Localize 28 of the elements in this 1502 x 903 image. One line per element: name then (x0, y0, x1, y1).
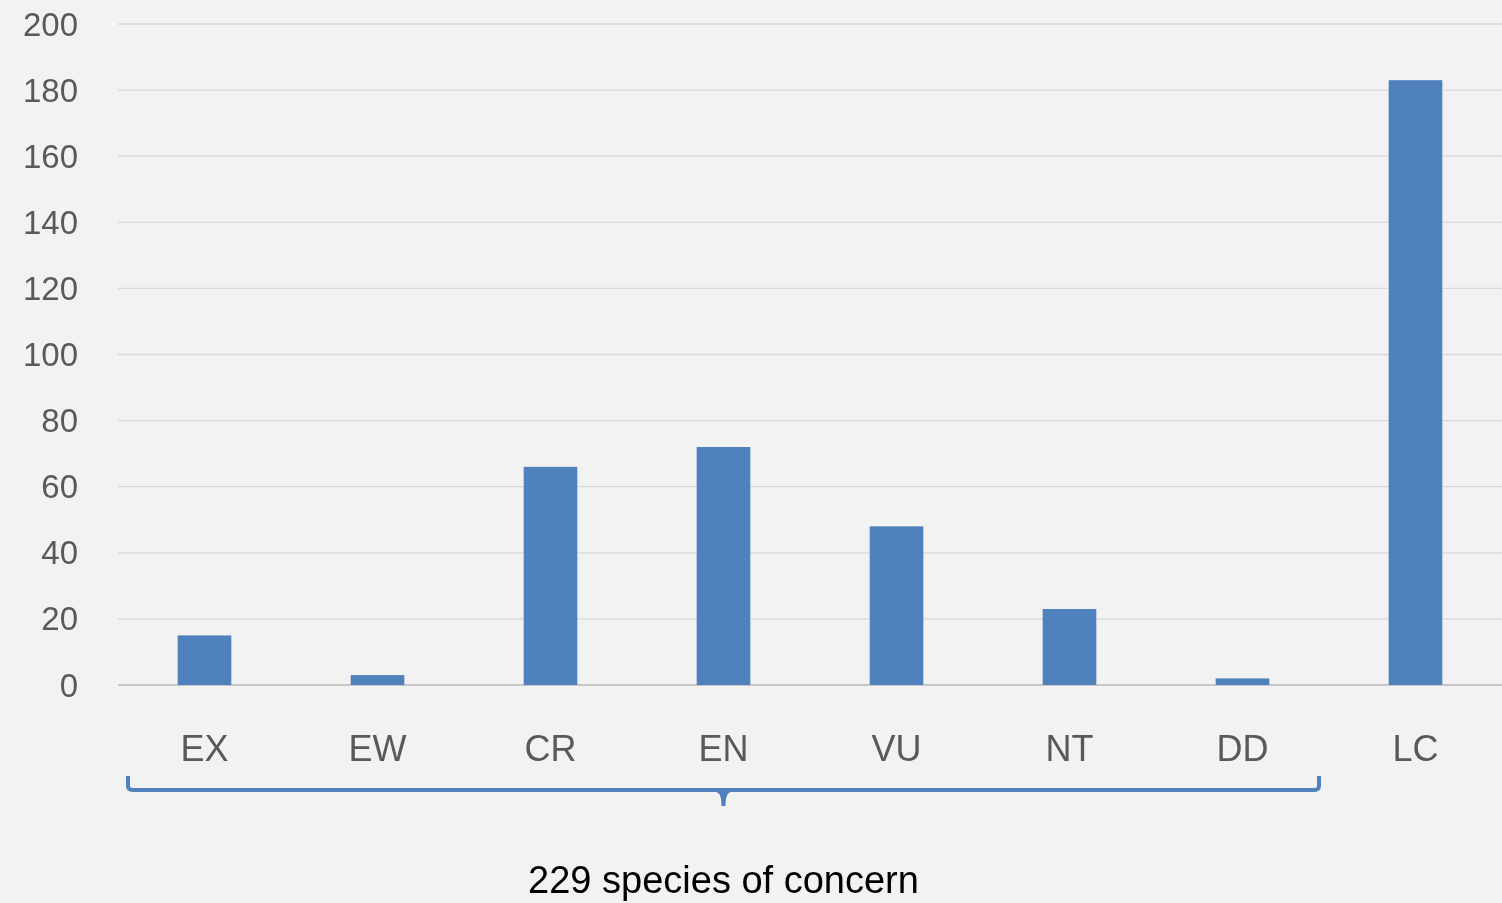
y-tick-label: 180 (22, 71, 78, 109)
y-tick-label: 60 (41, 468, 78, 506)
text: 229 species of concern (528, 859, 919, 902)
x-tick-label: NT (1045, 727, 1094, 769)
y-tick-label: 160 (22, 137, 78, 175)
y-tick-label: 40 (41, 534, 78, 572)
bar (177, 635, 232, 685)
x-tick-label: VU (871, 727, 922, 769)
y-tick-label: 100 (22, 336, 78, 374)
bar (1388, 80, 1443, 685)
x-tick-label: CR (524, 727, 577, 769)
y-tick-label: 140 (22, 203, 78, 241)
bar (696, 447, 751, 685)
y-tick-label: 20 (41, 600, 78, 638)
x-tick-label: DD (1216, 727, 1269, 769)
y-tick-label: 0 (59, 666, 78, 704)
bar (869, 526, 924, 685)
bar (523, 466, 578, 685)
x-tick-label: EX (180, 727, 229, 769)
y-tick-label: 80 (41, 402, 78, 440)
bar (350, 675, 405, 685)
y-tick-label: 200 (22, 5, 78, 43)
x-tick-label: LC (1392, 727, 1439, 769)
y-tick-label: 120 (22, 269, 78, 307)
x-tick-label: EW (348, 727, 407, 769)
bar (1215, 678, 1270, 685)
bar (1042, 608, 1097, 685)
x-tick-label: EN (698, 727, 749, 769)
